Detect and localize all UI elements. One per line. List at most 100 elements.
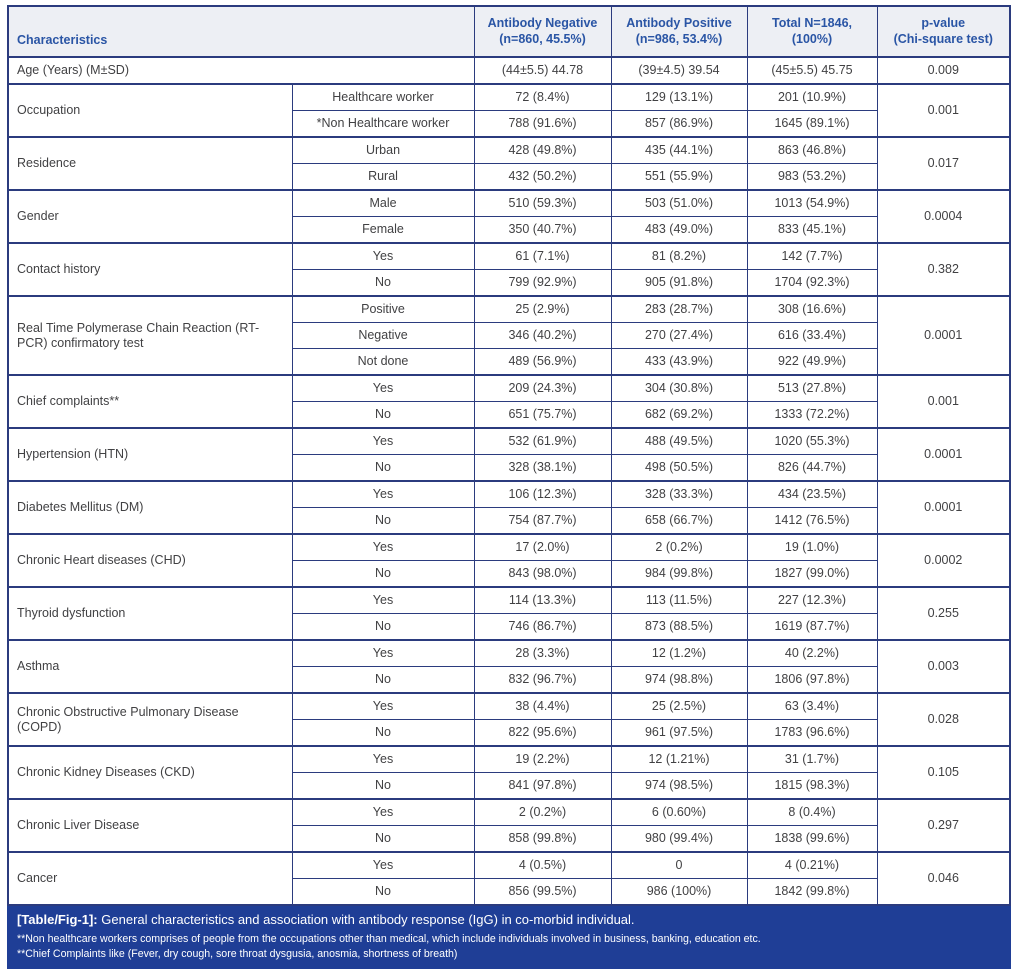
value-cell: 1645 (89.1%) (746, 110, 878, 138)
value-cell: 350 (40.7%) (473, 216, 612, 244)
characteristic-cell: Chronic Obstructive Pulmonary Disease (C… (7, 692, 293, 747)
subcategory-cell: No (291, 401, 475, 429)
p-value-cell: 0.0001 (876, 295, 1011, 376)
characteristic-cell: Asthma (7, 639, 293, 694)
value-cell: 843 (98.0%) (473, 560, 612, 588)
value-cell: 858 (99.8%) (473, 825, 612, 853)
table-row: No 841 (97.8%) 974 (98.5%) 1815 (98.3%) (8, 772, 1010, 800)
p-value-cell: 0.105 (876, 745, 1011, 800)
subcategory-cell: Negative (291, 322, 475, 349)
characteristics-table: Characteristics Antibody Negative (n=860… (7, 5, 1012, 906)
table-row: Contact history Yes 61 (7.1%) 81 (8.2%) 142 … (7, 242, 1011, 297)
table-row: Gender Male 510 (59.3%) 503 (51.0%) 1013 (54… (7, 189, 1011, 244)
subcategory-cell: Yes (291, 533, 475, 561)
value-cell: 6 (0.60%) (610, 798, 748, 826)
table-row: No 746 (86.7%) 873 (88.5%) 1619 (87.7%) (8, 613, 1010, 641)
value-cell: 980 (99.4%) (610, 825, 748, 853)
header-antibody-negative-line2: (n=860, 45.5%) (499, 31, 586, 46)
value-cell: 483 (49.0%) (610, 216, 748, 244)
value-cell: 17 (2.0%) (473, 533, 612, 561)
value-cell: 25 (2.9%) (473, 295, 612, 323)
table-row: Chronic Obstructive Pulmonary Disease (C… (7, 692, 1011, 747)
subcategory-cell: Yes (291, 798, 475, 826)
value-cell: 616 (33.4%) (746, 322, 878, 349)
value-cell: 488 (49.5%) (610, 427, 748, 455)
table-row: Cancer Yes 4 (0.5%) 0 4 (0.21%) 0.046 (7, 851, 1011, 906)
subcategory-cell: No (291, 507, 475, 535)
p-value-cell: 0.046 (876, 851, 1011, 906)
table-row: Chief complaints** Yes 209 (24.3%) 304 (30.… (7, 374, 1011, 429)
value-cell: 435 (44.1%) (610, 136, 748, 164)
value-cell: 510 (59.3%) (473, 189, 612, 217)
characteristic-cell: Cancer (7, 851, 293, 906)
p-value-cell: 0.001 (876, 374, 1011, 429)
value-cell: 833 (45.1%) (746, 216, 878, 244)
value-cell: 1704 (92.3%) (746, 269, 878, 297)
table-row: Chronic Liver Disease Yes 2 (0.2%) 6 (0.60%… (7, 798, 1011, 853)
subcategory-cell: Yes (291, 427, 475, 455)
characteristic-cell: Real Time Polymerase Chain Reaction (RT-… (7, 295, 293, 376)
value-cell: 4 (0.21%) (746, 851, 878, 879)
value-cell: 1838 (99.6%) (746, 825, 878, 853)
table-row: Thyroid dysfunction Yes 114 (13.3%) 113 (11… (7, 586, 1011, 641)
value-cell: 974 (98.5%) (610, 772, 748, 800)
characteristic-cell: Gender (7, 189, 293, 244)
value-cell: 72 (8.4%) (473, 83, 612, 111)
subcategory-cell: No (291, 825, 475, 853)
value-cell: 822 (95.6%) (473, 719, 612, 747)
value-cell: 283 (28.7%) (610, 295, 748, 323)
characteristic-cell: Chronic Kidney Diseases (CKD) (7, 745, 293, 800)
value-cell: 905 (91.8%) (610, 269, 748, 297)
value-cell: 551 (55.9%) (610, 163, 748, 191)
value-cell: 799 (92.9%) (473, 269, 612, 297)
header-p-value: p-value (Chi-square test) (876, 5, 1011, 58)
table-row: No 858 (99.8%) 980 (99.4%) 1838 (99.6%) (8, 825, 1010, 853)
value-cell: 974 (98.8%) (610, 666, 748, 694)
value-cell: 513 (27.8%) (746, 374, 878, 402)
value-cell: 12 (1.21%) (610, 745, 748, 773)
table-row: Real Time Polymerase Chain Reaction (RT-… (7, 295, 1011, 376)
table-row: Female 350 (40.7%) 483 (49.0%) 833 (45.1%) (8, 216, 1010, 244)
value-cell: 63 (3.4%) (746, 692, 878, 720)
value-cell: (45±5.5) 45.75 (746, 56, 878, 85)
value-cell: 0 (610, 851, 748, 879)
characteristic-cell: Chronic Liver Disease (7, 798, 293, 853)
value-cell: 308 (16.6%) (746, 295, 878, 323)
subcategory-cell: No (291, 613, 475, 641)
value-cell: 857 (86.9%) (610, 110, 748, 138)
value-cell: 788 (91.6%) (473, 110, 612, 138)
characteristic-cell: Thyroid dysfunction (7, 586, 293, 641)
value-cell: 1013 (54.9%) (746, 189, 878, 217)
subcategory-cell: Not done (291, 348, 475, 376)
header-antibody-negative: Antibody Negative (n=860, 45.5%) (473, 5, 612, 58)
value-cell: 434 (23.5%) (746, 480, 878, 508)
value-cell: 746 (86.7%) (473, 613, 612, 641)
value-cell: 346 (40.2%) (473, 322, 612, 349)
footnote-chief-complaints: **Chief Complaints like (Fever, dry coug… (17, 947, 458, 960)
value-cell: 986 (100%) (610, 878, 748, 906)
value-cell: 532 (61.9%) (473, 427, 612, 455)
subcategory-cell: Yes (291, 480, 475, 508)
value-cell: 114 (13.3%) (473, 586, 612, 614)
value-cell: 922 (49.9%) (746, 348, 878, 376)
header-antibody-positive: Antibody Positive (n=986, 53.4%) (610, 5, 748, 58)
table-row: Rural 432 (50.2%) 551 (55.9%) 983 (53.2%) (8, 163, 1010, 191)
subcategory-cell: Yes (291, 586, 475, 614)
value-cell: 19 (2.2%) (473, 745, 612, 773)
value-cell: 2 (0.2%) (473, 798, 612, 826)
table-row: Occupation Healthcare worker 72 (8.4%) 129 … (7, 83, 1011, 138)
value-cell: 270 (27.4%) (610, 322, 748, 349)
table-header-row: Characteristics Antibody Negative (n=860… (7, 5, 1011, 58)
subcategory-cell: Rural (291, 163, 475, 191)
value-cell: 873 (88.5%) (610, 613, 748, 641)
value-cell: 1783 (96.6%) (746, 719, 878, 747)
characteristic-cell: Residence (7, 136, 293, 191)
characteristic-cell: Hypertension (HTN) (7, 427, 293, 482)
value-cell: (44±5.5) 44.78 (473, 56, 612, 85)
p-value-cell: 0.382 (876, 242, 1011, 297)
table-row: Not done 489 (56.9%) 433 (43.9%) 922 (49.9%… (8, 348, 1010, 376)
header-antibody-negative-line1: Antibody Negative (487, 15, 598, 30)
value-cell: 1020 (55.3%) (746, 427, 878, 455)
value-cell: 328 (33.3%) (610, 480, 748, 508)
value-cell: 19 (1.0%) (746, 533, 878, 561)
